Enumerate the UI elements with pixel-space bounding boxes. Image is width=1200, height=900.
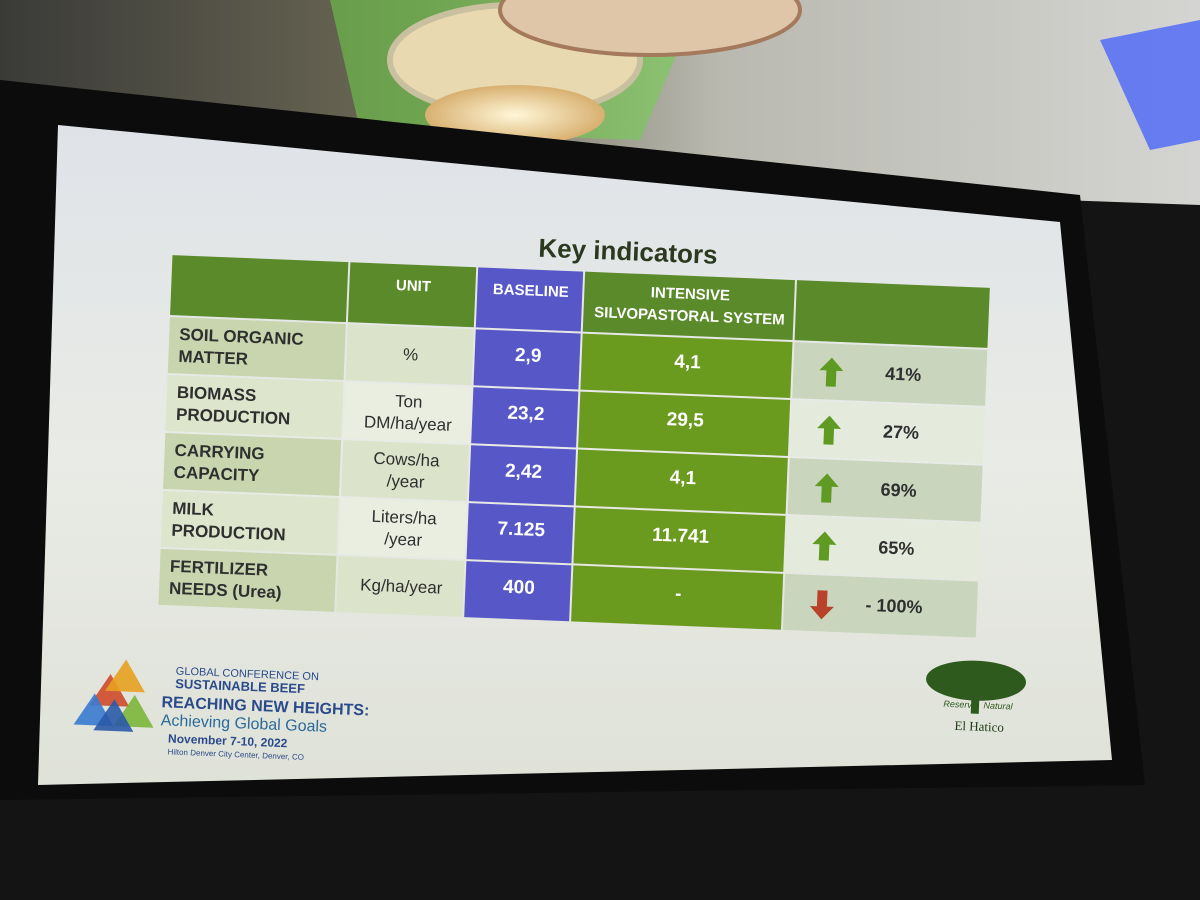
indicator: NEEDS (Urea) — [169, 579, 282, 602]
baseline-value: 7.125 — [497, 518, 546, 541]
system-value: 4,1 — [669, 467, 697, 489]
unit-cell — [336, 555, 465, 618]
conference-subtheme: Achieving Global Goals — [160, 712, 327, 736]
slide-title: Key indicators — [538, 233, 718, 270]
indicator-cell — [158, 548, 337, 612]
baseline-cell — [473, 329, 581, 390]
unit-cell — [340, 440, 470, 502]
system-value: 11.741 — [652, 525, 710, 548]
indicator: CARRYING — [174, 441, 265, 464]
conference-kicker: GLOBAL CONFERENCE ON — [176, 665, 320, 683]
indicator-cell — [165, 374, 344, 439]
column-header: INTENSIVE — [650, 284, 730, 304]
header-cell — [170, 255, 349, 323]
indicator-cell — [167, 317, 346, 381]
partner-right: Natural — [983, 700, 1013, 711]
unit: Kg/ha/year — [360, 575, 443, 597]
arrow-up — [814, 473, 839, 503]
unit: DM/ha/year — [364, 412, 453, 435]
conference-dates: November 7-10, 2022 — [168, 731, 288, 750]
unit: Ton — [395, 392, 423, 412]
baseline-cell — [468, 445, 577, 506]
header-cell — [794, 280, 990, 348]
baseline-cell — [471, 387, 579, 448]
baseline-value: 2,9 — [515, 345, 542, 367]
change: 65% — [878, 537, 915, 558]
indicator: PRODUCTION — [176, 405, 291, 429]
blue-light — [1100, 20, 1200, 150]
indicator: SOIL ORGANIC — [179, 325, 304, 349]
system-value: - — [675, 584, 682, 605]
unit-cell — [345, 324, 474, 386]
unit: % — [403, 345, 419, 365]
indicator: BIOMASS — [177, 383, 257, 405]
baseline-value: 23,2 — [507, 403, 545, 425]
arrow-up — [819, 357, 844, 387]
column-header: BASELINE — [493, 281, 569, 301]
header-cell — [582, 271, 795, 341]
indicator-cell — [163, 432, 342, 496]
baseline-cell — [466, 503, 574, 564]
change: - 100% — [865, 595, 923, 617]
change-cell — [787, 458, 983, 522]
baseline-cell — [464, 561, 572, 622]
change-cell — [785, 515, 981, 580]
system-cell — [571, 565, 784, 630]
system-cell — [573, 507, 786, 572]
change-cell — [792, 342, 988, 406]
unit-cell — [338, 498, 467, 560]
baseline-value: 2,42 — [505, 461, 543, 483]
slide-content: Key indicators UNIT BASELINE INTENSIVESILV… — [73, 233, 1027, 762]
tree-crown — [926, 660, 1027, 701]
system-value: 29,5 — [666, 409, 704, 431]
partner-top: Reserva — [943, 699, 977, 710]
unit-cell — [343, 382, 472, 444]
arrow-down — [809, 590, 834, 620]
indicator: MATTER — [178, 347, 248, 369]
tree-trunk — [970, 695, 980, 714]
arrow-up — [817, 415, 842, 445]
header-cell — [475, 267, 584, 332]
conference-name: SUSTAINABLE BEEF — [175, 676, 305, 696]
indicator: MILK — [172, 499, 215, 520]
column-header: UNIT — [396, 277, 432, 295]
system-value: 4,1 — [674, 351, 702, 373]
unit: Cows/ha — [373, 449, 440, 471]
system-cell — [578, 391, 791, 456]
baseline-value: 400 — [503, 577, 536, 599]
partner-name: El Hatico — [954, 718, 1004, 735]
lamp-upper — [498, 0, 802, 57]
logo-triangle — [93, 699, 134, 732]
change: 69% — [880, 479, 917, 500]
unit: Liters/ha — [371, 507, 437, 529]
indicator: PRODUCTION — [171, 521, 286, 545]
indicator: CAPACITY — [173, 463, 260, 485]
change-cell — [782, 573, 979, 638]
unit: /year — [386, 471, 425, 492]
arrow-up — [812, 531, 837, 561]
change-cell — [789, 400, 986, 464]
logo-triangle — [104, 659, 145, 693]
unit: /year — [384, 529, 423, 550]
system-cell — [580, 333, 793, 398]
header-cell — [347, 262, 477, 328]
indicator-cell — [160, 490, 339, 554]
lamp-glow — [425, 85, 605, 145]
indicator: FERTILIZER — [170, 557, 269, 580]
change: 41% — [885, 364, 922, 385]
change: 27% — [883, 422, 920, 443]
system-cell — [575, 449, 788, 514]
